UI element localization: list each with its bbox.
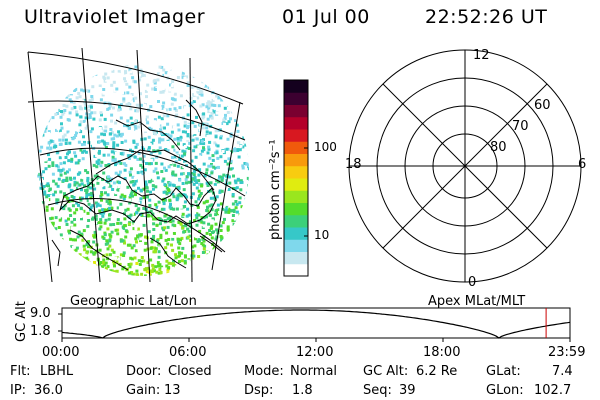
altitude-ytick-9: 9.0 <box>30 306 51 321</box>
mlt-label-0: 0 <box>468 275 477 290</box>
mlt-label-6: 6 <box>578 157 587 172</box>
time-tick-0600: 06:00 <box>169 345 207 360</box>
colorbar-segment <box>284 263 308 277</box>
colorbar-segment <box>284 116 308 130</box>
mode-value: Normal <box>290 364 338 379</box>
filter-value: LBHL <box>40 364 74 379</box>
coastlines <box>51 99 223 271</box>
seq-label: Seq: <box>363 383 392 398</box>
geographic-panel-label: Geographic Lat/Lon <box>70 294 197 309</box>
seq-value: 39 <box>399 383 416 398</box>
time-tick-0000: 00:00 <box>42 345 80 360</box>
mlat-label-80: 80 <box>490 140 507 155</box>
time-label: 22:52:26 UT <box>425 6 548 28</box>
mode-label: Mode: <box>244 364 284 379</box>
colorbar-segment <box>284 214 308 228</box>
glat-value: 7.4 <box>552 364 573 379</box>
colorbar-segment <box>284 190 308 203</box>
geographic-grid <box>27 47 246 283</box>
colorbar-tick-10: 10 <box>314 228 330 242</box>
colorbar-segment <box>284 153 308 167</box>
time-tick-1800: 18:00 <box>423 345 461 360</box>
gain-label: Gain: <box>126 383 161 398</box>
glon-value: 102.7 <box>534 383 572 398</box>
altitude-ytick-1-8: 1.8 <box>30 324 51 339</box>
colorbar-segment <box>284 129 308 142</box>
colorbar-segment <box>284 92 308 105</box>
colorbar-segment <box>284 178 308 191</box>
door-label: Door: <box>126 364 162 379</box>
door-value: Closed <box>168 364 212 379</box>
mlat-label-70: 70 <box>512 119 529 134</box>
colorbar-label: photon cm⁻²s⁻¹ <box>268 139 283 240</box>
colorbar-segment <box>284 141 308 154</box>
filter-label: Flt: <box>10 364 31 379</box>
date-label: 01 Jul 00 <box>282 6 370 28</box>
time-tick-2359: 23:59 <box>548 345 586 360</box>
gain-value: 13 <box>164 383 181 398</box>
mlat-label-60: 60 <box>534 98 551 113</box>
dsp-value: 1.8 <box>292 383 313 398</box>
time-tick-1200: 12:00 <box>296 345 334 360</box>
gc-alt-label: GC Alt: <box>363 364 409 379</box>
glat-label: GLat: <box>486 364 521 379</box>
mlt-label-18: 18 <box>345 157 362 172</box>
colorbar-segment <box>284 251 308 265</box>
colorbar-segment <box>284 165 308 179</box>
instrument-title: Ultraviolet Imager <box>24 6 206 28</box>
colorbar-segment <box>284 227 308 240</box>
auroral-emission <box>37 64 249 276</box>
altitude-ylabel: GC Alt <box>14 301 29 342</box>
dsp-label: Dsp: <box>244 383 274 398</box>
glon-label: GLon: <box>486 383 524 398</box>
apex-panel-label: Apex MLat/MLT <box>428 294 526 309</box>
colorbar-segment <box>284 239 308 252</box>
colorbar-segment <box>284 202 308 216</box>
colorbar-tick-100: 100 <box>314 140 337 154</box>
ip-label: IP: <box>10 383 27 398</box>
colorbar-segment <box>284 104 308 118</box>
mlt-label-12: 12 <box>473 48 490 63</box>
gc-alt-value: 6.2 Re <box>416 364 458 379</box>
ip-value: 36.0 <box>34 383 63 398</box>
colorbar-segment <box>284 80 308 93</box>
